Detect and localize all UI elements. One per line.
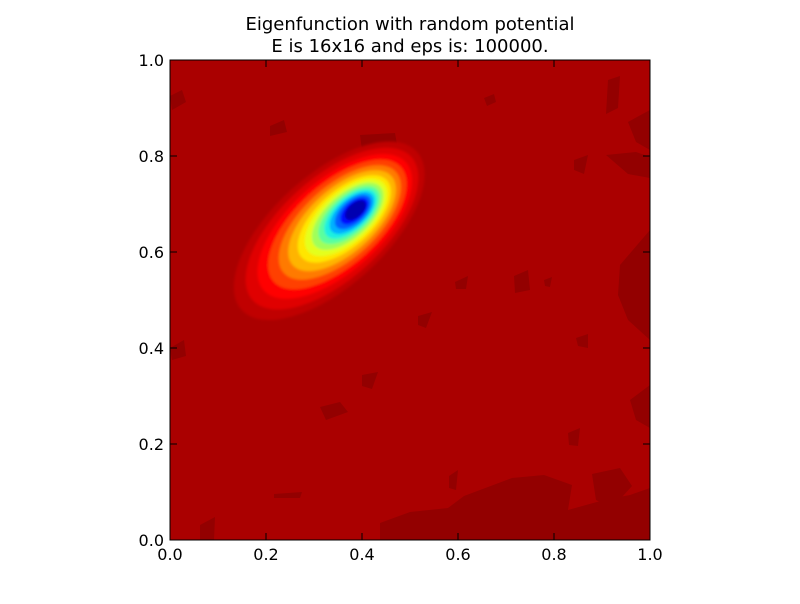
contour-patch bbox=[484, 94, 496, 106]
x-tick-label: 0.0 bbox=[157, 545, 182, 564]
contour-patch bbox=[606, 152, 650, 178]
contour-patch bbox=[274, 492, 302, 498]
contour-patch bbox=[568, 428, 580, 446]
x-tick-label: 0.8 bbox=[541, 545, 566, 564]
contour-patch bbox=[574, 155, 588, 174]
contour-patch bbox=[170, 340, 186, 360]
contour-band-14 bbox=[344, 200, 367, 221]
chart-title-line-2: E is 16x16 and eps is: 100000. bbox=[271, 36, 549, 57]
y-tick-label: 0.2 bbox=[139, 435, 164, 454]
y-tick-label: 0.8 bbox=[139, 147, 164, 166]
contour-patch bbox=[380, 475, 650, 540]
x-tick-label: 0.4 bbox=[349, 545, 374, 564]
plot-frame bbox=[169, 59, 651, 541]
y-tick-label: 0.4 bbox=[139, 339, 164, 358]
contour-patch bbox=[455, 276, 468, 289]
contour-patch bbox=[270, 120, 287, 136]
contour-patch bbox=[576, 334, 588, 348]
axis-ticks bbox=[169, 59, 651, 541]
contour-patch bbox=[606, 76, 620, 114]
contour-patch bbox=[514, 270, 530, 293]
x-tick-label: 0.2 bbox=[253, 545, 278, 564]
x-tick-label: 0.6 bbox=[445, 545, 470, 564]
contour-patch bbox=[630, 385, 650, 428]
contour-patch bbox=[418, 312, 432, 328]
contour-patch bbox=[320, 402, 348, 420]
eigenfunction-peak bbox=[233, 141, 425, 321]
contour-patch bbox=[544, 277, 552, 287]
y-tick-label: 0.0 bbox=[139, 531, 164, 550]
contour-patch bbox=[449, 470, 458, 490]
chart-title-line-1: Eigenfunction with random potential bbox=[245, 14, 575, 35]
contour-patch bbox=[362, 372, 378, 389]
y-tick-label: 0.6 bbox=[139, 243, 164, 262]
y-tick-label: 1.0 bbox=[139, 51, 164, 70]
contour-patch bbox=[628, 110, 650, 150]
contour-patch bbox=[592, 468, 632, 508]
x-tick-label: 1.0 bbox=[637, 545, 662, 564]
axis-tick-labels: 0.0 0.2 0.4 0.6 0.8 1.0 0.0 0.2 0.4 0.6 0.8 1.0 bbox=[139, 51, 663, 564]
contour-patch bbox=[618, 230, 650, 340]
contour-patch bbox=[170, 90, 186, 110]
contour-patch bbox=[200, 517, 215, 540]
